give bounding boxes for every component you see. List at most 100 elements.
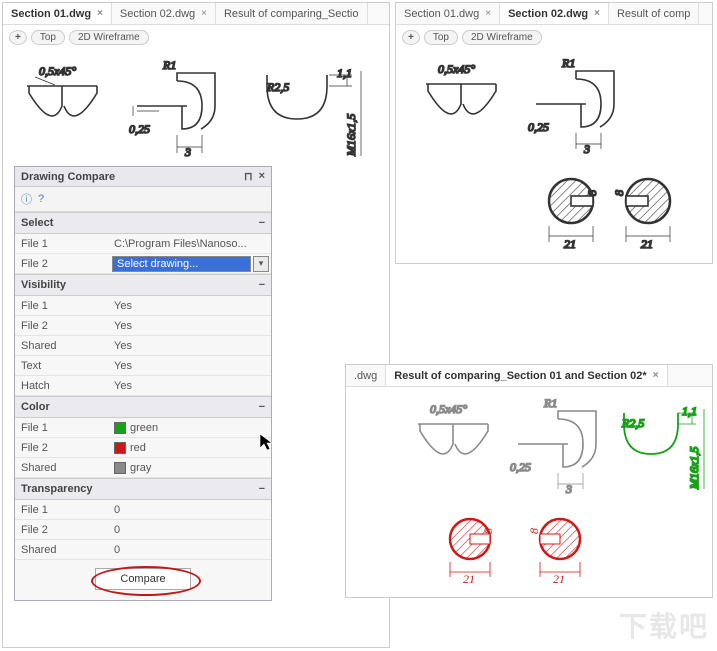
color-file1[interactable]: File 1 green	[15, 418, 271, 438]
row-label: Text	[15, 360, 110, 372]
row-file2[interactable]: File 2 Select drawing... ▾	[15, 254, 271, 274]
row-value: 0	[110, 540, 271, 559]
tab-result[interactable]: Result of comparing_Sectio	[216, 3, 368, 25]
svg-text:21: 21	[553, 572, 565, 586]
tab-section01[interactable]: Section 01.dwg ×	[3, 3, 112, 25]
tab-prev[interactable]: .dwg	[346, 365, 386, 387]
crumb-style[interactable]: 2D Wireframe	[462, 30, 542, 45]
tab-label: Section 01.dwg	[404, 8, 479, 20]
collapse-icon[interactable]: −	[259, 483, 265, 495]
svg-text:M16x1,5: M16x1,5	[344, 114, 358, 157]
section-color-header[interactable]: Color −	[15, 396, 271, 418]
crumb-add[interactable]: +	[402, 30, 420, 45]
row-label: Hatch	[15, 380, 110, 392]
row-label: Shared	[15, 462, 110, 474]
row-value: Yes	[110, 376, 271, 395]
row-value[interactable]: C:\Program Files\Nanoso...	[110, 234, 271, 253]
close-icon[interactable]: ×	[485, 8, 491, 19]
watermark: 下载吧	[619, 605, 709, 645]
crumb-style[interactable]: 2D Wireframe	[69, 30, 149, 45]
collapse-icon[interactable]: −	[259, 217, 265, 229]
drawing-compare-panel: Drawing Compare ⊓ × ⓘ ? Select − File 1 …	[14, 166, 272, 601]
collapse-icon[interactable]: −	[259, 279, 265, 291]
row-file1[interactable]: File 1 C:\Program Files\Nanoso...	[15, 234, 271, 254]
compare-button[interactable]: Compare	[95, 568, 190, 590]
section-transparency-header[interactable]: Transparency −	[15, 478, 271, 500]
row-label: File 1	[15, 238, 110, 250]
info-icon[interactable]: ⓘ	[21, 191, 32, 207]
row-value: 0	[110, 500, 271, 519]
svg-text:1,1: 1,1	[682, 404, 697, 418]
svg-text:0,25: 0,25	[528, 120, 549, 134]
section-title: Transparency	[21, 483, 93, 495]
row-value: Yes	[110, 336, 271, 355]
section-visibility-header[interactable]: Visibility −	[15, 274, 271, 296]
dc-titlebar[interactable]: Drawing Compare ⊓ ×	[15, 167, 271, 187]
dropdown-button[interactable]: ▾	[253, 256, 269, 272]
vis-hatch[interactable]: Hatch Yes	[15, 376, 271, 396]
svg-text:0,25: 0,25	[510, 460, 531, 474]
row-label: File 1	[15, 300, 110, 312]
color-file2[interactable]: File 2 red	[15, 438, 271, 458]
dc-help-row: ⓘ ?	[15, 187, 271, 212]
help-icon[interactable]: ?	[38, 193, 44, 205]
row-value: red	[130, 442, 146, 454]
svg-text:0,25: 0,25	[129, 122, 150, 136]
vis-text[interactable]: Text Yes	[15, 356, 271, 376]
row-value: green	[130, 422, 158, 434]
vis-shared[interactable]: Shared Yes	[15, 336, 271, 356]
right-tab-bar: Section 01.dwg × Section 02.dwg × Result…	[396, 3, 712, 25]
crumb-add[interactable]: +	[9, 30, 27, 45]
tab-result[interactable]: Result of comparing_Section 01 and Secti…	[386, 365, 667, 387]
close-icon[interactable]: ×	[97, 8, 103, 19]
color-shared[interactable]: Shared gray	[15, 458, 271, 478]
file2-dropdown-selected[interactable]: Select drawing...	[112, 256, 251, 272]
section-title: Visibility	[21, 279, 66, 291]
tab-label: Result of comparing_Section 01 and Secti…	[394, 370, 646, 382]
tab-section02[interactable]: Section 02.dwg ×	[112, 3, 216, 25]
svg-text:R1: R1	[162, 58, 176, 72]
svg-text:M16x1,5: M16x1,5	[687, 447, 701, 490]
row-label: File 2	[15, 524, 110, 536]
vis-file1[interactable]: File 1 Yes	[15, 296, 271, 316]
trans-file1[interactable]: File 1 0	[15, 500, 271, 520]
svg-text:R1: R1	[561, 56, 575, 70]
dc-title-text: Drawing Compare	[21, 171, 115, 183]
row-value: Yes	[110, 316, 271, 335]
collapse-icon[interactable]: −	[259, 401, 265, 413]
section-select-header[interactable]: Select −	[15, 212, 271, 234]
crumb-model[interactable]: Top	[424, 30, 458, 45]
close-icon[interactable]: ×	[594, 8, 600, 19]
tab-section02[interactable]: Section 02.dwg ×	[500, 3, 609, 25]
section-title: Color	[21, 401, 50, 413]
row-label: Shared	[15, 544, 110, 556]
svg-text:R2,5: R2,5	[266, 80, 289, 94]
svg-text:8: 8	[481, 528, 495, 534]
svg-text:8: 8	[585, 190, 599, 196]
tab-section01[interactable]: Section 01.dwg ×	[396, 3, 500, 25]
trans-file2[interactable]: File 2 0	[15, 520, 271, 540]
tab-label: Result of comp	[617, 8, 690, 20]
row-value: 0	[110, 520, 271, 539]
tab-label: Section 02.dwg	[508, 8, 588, 20]
svg-text:0,5x45°: 0,5x45°	[39, 64, 76, 78]
svg-text:8: 8	[527, 528, 541, 534]
close-icon[interactable]: ×	[653, 370, 659, 381]
close-icon[interactable]: ×	[259, 170, 265, 183]
tab-label: Section 02.dwg	[120, 8, 195, 20]
result-tab-bar: .dwg Result of comparing_Section 01 and …	[346, 365, 712, 387]
close-icon[interactable]: ×	[201, 8, 207, 19]
trans-shared[interactable]: Shared 0	[15, 540, 271, 560]
svg-text:R1: R1	[543, 396, 557, 410]
section-title: Select	[21, 217, 53, 229]
tab-result[interactable]: Result of comp	[609, 3, 699, 25]
pin-icon[interactable]: ⊓	[244, 170, 253, 183]
svg-text:R2,5: R2,5	[621, 416, 644, 430]
vis-file2[interactable]: File 2 Yes	[15, 316, 271, 336]
svg-text:0,5x45°: 0,5x45°	[430, 402, 467, 416]
crumb-model[interactable]: Top	[31, 30, 65, 45]
row-value: Yes	[110, 356, 271, 375]
right-drawing: 0,5x45° R1 0,25 3 8 21	[398, 51, 710, 261]
row-value: gray	[130, 462, 151, 474]
tab-label: Result of comparing_Sectio	[224, 8, 359, 20]
